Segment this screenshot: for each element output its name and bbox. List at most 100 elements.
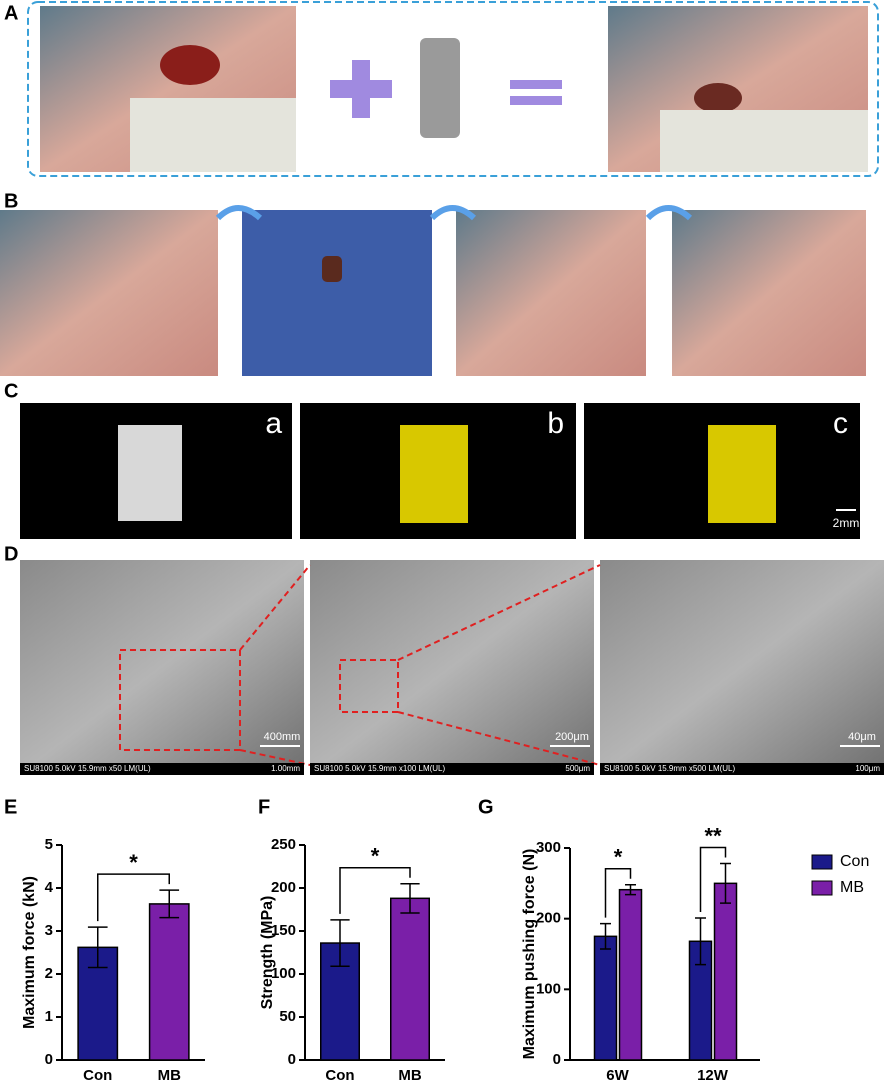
y-axis-label: Strength (MPa) xyxy=(259,896,276,1010)
scale-label: 2mm xyxy=(833,516,860,530)
error-bar xyxy=(695,917,706,966)
scale-label: 400mm xyxy=(264,731,301,743)
error-bar xyxy=(600,922,611,950)
sem-field: 1.00mm xyxy=(271,764,300,773)
specimen xyxy=(322,256,342,282)
panel-label: B xyxy=(4,190,18,212)
equal-sign xyxy=(510,96,562,105)
y-tick-label: 300 xyxy=(536,839,561,856)
panel-label: D xyxy=(4,543,18,565)
scaffold xyxy=(400,425,468,523)
error-bar xyxy=(720,862,731,904)
equal-sign xyxy=(510,80,562,89)
panel-label: C xyxy=(4,380,18,402)
y-tick-label: 150 xyxy=(271,922,296,939)
y-tick-label: 200 xyxy=(536,910,561,927)
y-tick-label: 0 xyxy=(288,1051,296,1068)
panel-label: F xyxy=(258,796,270,818)
zoom-box xyxy=(339,659,399,713)
bar xyxy=(593,935,618,1061)
y-tick-label: 200 xyxy=(271,879,296,896)
subpanel-label: b xyxy=(547,407,564,440)
legend-label: Con xyxy=(840,853,869,870)
panel-label: E xyxy=(4,796,17,818)
error-bar xyxy=(625,883,636,896)
arrow xyxy=(429,205,477,221)
wound xyxy=(160,45,220,85)
y-axis-label: Maximum force (kN) xyxy=(21,876,38,1029)
y-tick-label: 1 xyxy=(45,1008,53,1025)
sem-footer-text: SU8100 5.0kV 15.9mm x100 LM(UL) xyxy=(314,764,446,773)
significance-bracket xyxy=(97,873,170,922)
scaffold xyxy=(420,38,460,138)
y-tick-label: 0 xyxy=(45,1051,53,1068)
scaffold xyxy=(118,425,182,521)
y-tick-label: 2 xyxy=(45,965,53,982)
scale-label: 40μm xyxy=(848,731,876,743)
zoom-box xyxy=(119,649,241,751)
panel-frame xyxy=(27,1,879,177)
x-tick-label: 6W xyxy=(606,1067,629,1084)
wound xyxy=(694,83,742,113)
arrow xyxy=(645,205,693,221)
error-bar xyxy=(330,919,350,968)
significance-label: ** xyxy=(704,823,722,848)
legend-swatch xyxy=(811,880,833,896)
error-bar xyxy=(87,926,108,969)
y-axis-label: Maximum pushing force (N) xyxy=(521,849,538,1060)
subpanel-label: a xyxy=(265,407,282,440)
legend-swatch xyxy=(811,854,833,870)
sem-field: 500μm xyxy=(565,764,590,773)
sem-field: 100μm xyxy=(855,764,880,773)
scale-label: 200μm xyxy=(555,731,589,743)
significance-label: * xyxy=(371,844,380,869)
photo xyxy=(242,210,432,376)
sem-footer xyxy=(600,763,884,775)
significance-bracket xyxy=(604,867,632,918)
sem-image xyxy=(600,560,884,774)
photo xyxy=(456,210,646,376)
sem-footer-text: SU8100 5.0kV 15.9mm x500 LM(UL) xyxy=(604,764,736,773)
y-tick-label: 3 xyxy=(45,922,53,939)
sem-image xyxy=(310,560,594,774)
significance-bracket xyxy=(339,866,411,914)
photo xyxy=(672,210,866,376)
scaffold xyxy=(708,425,776,523)
y-tick-label: 100 xyxy=(271,965,296,982)
ruler xyxy=(130,98,296,172)
sem-footer-text: SU8100 5.0kV 15.9mm x50 LM(UL) xyxy=(24,764,151,773)
significance-bracket xyxy=(699,846,727,912)
significance-label: * xyxy=(614,845,623,870)
x-tick-label: MB xyxy=(398,1067,421,1084)
y-tick-label: 100 xyxy=(536,980,561,997)
bar xyxy=(390,897,430,1061)
sem-image xyxy=(20,560,304,774)
ruler xyxy=(660,110,868,172)
legend-label: MB xyxy=(840,879,864,896)
photo xyxy=(0,210,218,376)
bar xyxy=(148,903,190,1061)
sem-footer xyxy=(20,763,304,775)
subpanel-label: c xyxy=(833,407,848,440)
zoom-line xyxy=(239,564,601,766)
sem-footer xyxy=(310,763,594,775)
y-tick-label: 4 xyxy=(45,879,54,896)
x-tick-label: MB xyxy=(158,1067,181,1084)
bar xyxy=(713,882,738,1061)
panel-label: G xyxy=(478,796,494,818)
error-bar xyxy=(400,882,420,914)
y-tick-label: 50 xyxy=(279,1008,296,1025)
y-tick-label: 5 xyxy=(45,836,53,853)
panel-label: A xyxy=(4,2,18,24)
bar xyxy=(618,888,643,1061)
plus-sign xyxy=(330,60,392,118)
y-tick-label: 0 xyxy=(553,1051,561,1068)
significance-label: * xyxy=(129,850,138,875)
arrow xyxy=(215,205,263,221)
y-tick-label: 250 xyxy=(271,836,296,853)
x-tick-label: 12W xyxy=(697,1067,729,1084)
x-tick-label: Con xyxy=(325,1067,354,1084)
x-tick-label: Con xyxy=(83,1067,112,1084)
error-bar xyxy=(159,889,180,919)
